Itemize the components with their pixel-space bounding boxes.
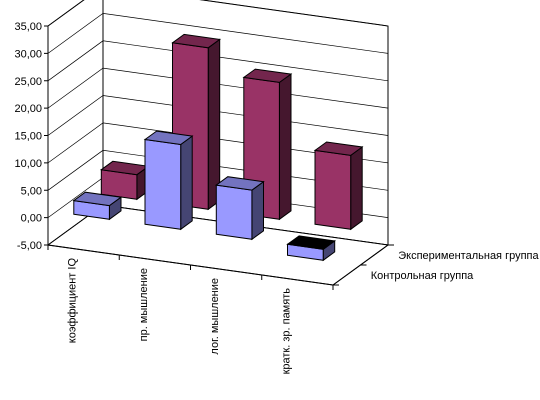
- bar-control-4: [286, 235, 336, 262]
- gridline: [47, 95, 389, 136]
- bars: [72, 33, 364, 262]
- bar-front: [314, 149, 352, 230]
- y-tick-label: 5,00: [21, 185, 42, 197]
- bar-top: [242, 68, 293, 83]
- y-tick-label: -5,00: [17, 240, 42, 252]
- bar-top: [143, 130, 194, 146]
- bar-experimental-4: [313, 141, 364, 231]
- gridline: [47, 67, 389, 109]
- gridline: [47, 13, 389, 54]
- category-label: коэффициент IQ: [67, 258, 79, 344]
- bar-top: [171, 33, 221, 49]
- bar-experimental-1: [100, 160, 150, 201]
- gridline: [47, 122, 389, 164]
- bar-front: [215, 184, 253, 240]
- y-tick-label: 15,00: [14, 131, 42, 143]
- y-tick-label: 35,00: [14, 21, 42, 33]
- category-label: лог. мышление: [209, 278, 221, 355]
- bar-control-3: [215, 176, 265, 241]
- y-tick-label: 30,00: [14, 48, 42, 60]
- gridline: [47, 149, 389, 191]
- category-label: кратк. зр. память: [280, 288, 292, 375]
- bar-side: [278, 73, 292, 221]
- bar-top: [286, 235, 336, 250]
- series-label: Контрольная группа: [371, 270, 474, 282]
- y-tick-label: 0,00: [21, 213, 42, 225]
- bar-front: [144, 138, 182, 230]
- bar-top: [72, 191, 123, 207]
- bar-top: [215, 176, 265, 191]
- gridline: [47, 0, 389, 27]
- bar-top: [313, 141, 364, 156]
- y-tick-label: 10,00: [14, 158, 42, 170]
- gridline: [47, 40, 389, 82]
- y-axis: 35,00 30,00 25,00 20,00 15,00 10,00 5,00 0,00 -5…: [14, 21, 49, 252]
- y-tick-label: 20,00: [14, 103, 42, 115]
- y-tick-label: 25,00: [14, 76, 42, 88]
- series-label: Экспериментальная группа: [398, 250, 539, 262]
- bar-side: [180, 135, 193, 231]
- x-axis: коэффициент IQ пр. мышление лог. мышление к…: [47, 244, 334, 375]
- bar-control-1: [72, 191, 123, 221]
- category-label: пр. мышление: [138, 268, 150, 341]
- bar-side: [251, 180, 264, 241]
- series-axis: Контрольная группа Экспериментальная груп…: [332, 244, 539, 286]
- bar-side: [350, 146, 363, 231]
- bar-control-2: [143, 130, 194, 231]
